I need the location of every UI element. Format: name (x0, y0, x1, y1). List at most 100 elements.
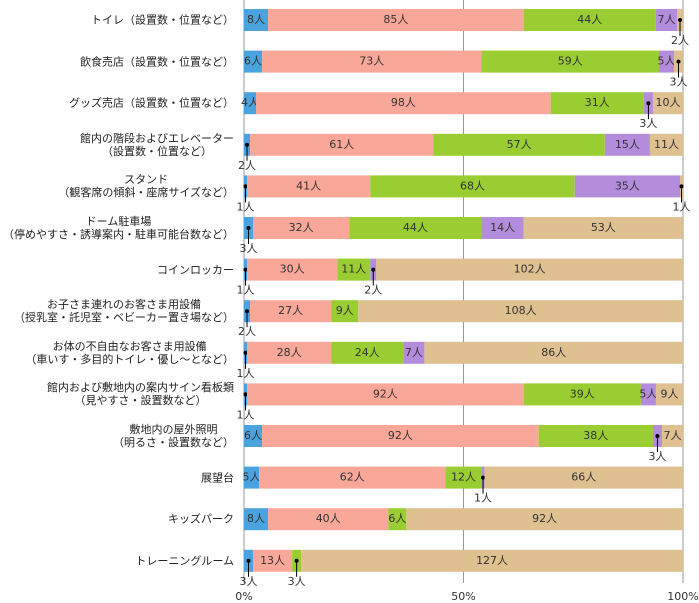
value-label: 7人 (405, 346, 423, 359)
value-label: 24人 (355, 346, 380, 359)
callout-dot (371, 267, 376, 272)
bar-segment (655, 383, 683, 406)
value-label: 13人 (260, 554, 285, 567)
value-label: 66人 (571, 471, 596, 484)
callout-dot (677, 18, 682, 22)
callout-dot (243, 350, 248, 355)
callout-dot (245, 142, 250, 147)
bar-segment (268, 9, 524, 31)
x-tick-label: 100% (667, 590, 698, 603)
category-label: ドーム駐車場 （停めやすさ・誘導案内・駐車可能台数など） (3, 215, 234, 241)
callout-dot (245, 309, 250, 314)
callout-dot (646, 101, 651, 106)
value-label: 31人 (585, 96, 610, 109)
value-label: 39人 (570, 387, 595, 400)
value-label: 44人 (403, 221, 428, 234)
value-label: 1人 (237, 284, 255, 297)
bar-segment (244, 466, 260, 489)
category-label: グッズ売店（設置数・位置など） (69, 96, 234, 110)
category-label: 館内および敷地内の案内サイン看板類 （見やすさ・設置数など） (47, 381, 234, 408)
callout-dot (246, 558, 251, 563)
bar-segment (253, 549, 293, 572)
bar-segment (250, 300, 332, 323)
bar-segment (358, 300, 683, 323)
callout-dot (679, 184, 684, 189)
bar-segment (331, 341, 404, 364)
value-label: 85人 (383, 13, 408, 26)
bar-segment (244, 9, 269, 31)
value-label: 6人 (244, 55, 262, 68)
bar-segment (538, 425, 653, 447)
value-label: 35人 (615, 179, 640, 192)
value-label: 9人 (336, 304, 354, 317)
value-label: 9人 (660, 387, 678, 400)
category-label: スタンド （観客席の傾斜・座席サイズなど） (58, 173, 234, 200)
value-label: 102人 (514, 263, 546, 276)
value-label: 11人 (341, 263, 366, 276)
bar-segment (244, 50, 263, 73)
category-label: 敷地内の屋外照明 （明るさ・設置数など） (113, 423, 234, 449)
x-tick-label: 0% (235, 590, 252, 603)
bar-segment (640, 383, 656, 406)
value-label: 41人 (296, 179, 321, 192)
value-label: 6人 (244, 429, 262, 442)
bar-segment (256, 92, 551, 115)
bar-segment (550, 92, 644, 115)
value-label: 5人 (243, 471, 261, 484)
bar-segment (349, 217, 482, 239)
value-label: 3人 (240, 575, 258, 588)
bar-segment (247, 341, 332, 364)
value-label: 28人 (277, 346, 302, 359)
bar-segment (331, 300, 359, 323)
bar-segment (370, 175, 575, 198)
callout-dot (481, 475, 486, 480)
value-label: 62人 (340, 471, 365, 484)
value-label: 2人 (364, 284, 382, 297)
bar-segment (262, 425, 539, 447)
bar-segment (247, 383, 524, 406)
value-label: 1人 (237, 408, 255, 421)
bar-segment (247, 258, 338, 281)
callout-dot (243, 184, 248, 189)
bar-segment (244, 425, 263, 447)
value-label: 3人 (639, 117, 657, 130)
bar-segment (424, 341, 683, 364)
callout-dot (243, 392, 248, 397)
value-label: 27人 (278, 304, 303, 317)
bar-segment (247, 175, 371, 198)
value-label: 6人 (388, 512, 406, 525)
bar-segment (388, 508, 407, 531)
category-label: 館内の階段およびエレベーター （設置数・位置など） (80, 131, 234, 158)
value-label: 3人 (648, 450, 666, 463)
value-label: 7人 (657, 13, 675, 26)
category-label: トレーニングルーム (135, 554, 234, 568)
value-label: 108人 (505, 304, 537, 317)
bar-segment (574, 175, 680, 198)
callout-dot (243, 267, 248, 272)
category-label: 展望台 (201, 471, 234, 485)
bar-segment (484, 466, 683, 489)
value-label: 38人 (583, 429, 608, 442)
bar-segment (253, 217, 350, 239)
bar-segment (523, 383, 641, 406)
value-label: 40人 (316, 512, 341, 525)
value-label: 5人 (639, 387, 657, 400)
value-label: 7人 (663, 429, 681, 442)
bar-segment (301, 549, 683, 572)
value-label: 14人 (490, 221, 515, 234)
callout-dot (676, 59, 681, 64)
bar-segment (523, 9, 656, 31)
value-label: 11人 (654, 138, 679, 151)
value-label: 3人 (240, 242, 258, 255)
bar-segment (262, 50, 482, 73)
bar-segment (403, 341, 425, 364)
category-label: コインロッカー (157, 263, 234, 277)
value-label: 98人 (391, 96, 416, 109)
value-label: 32人 (289, 221, 314, 234)
category-label: お子さま連れのお客さま用設備 （授乳室・託児室・ベビーカー置き場など） (14, 298, 234, 325)
value-label: 127人 (476, 554, 508, 567)
value-label: 3人 (288, 575, 306, 588)
value-label: 86人 (541, 346, 566, 359)
